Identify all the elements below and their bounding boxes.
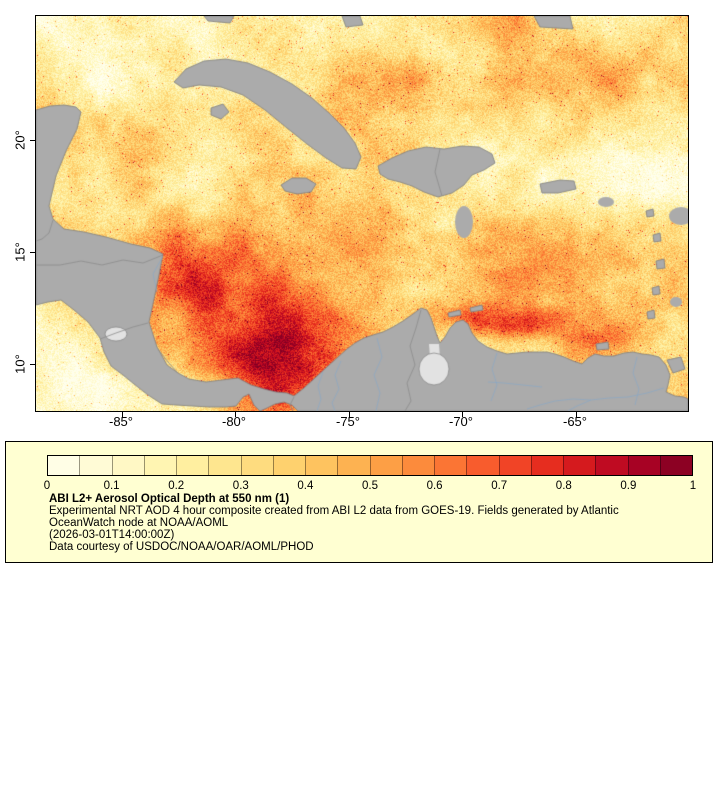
- colorbar-tick-label: 0.1: [103, 480, 120, 492]
- legend-description-line2: OceanWatch node at NOAA/AOML: [49, 517, 229, 529]
- map-panel: [30, 15, 689, 417]
- colorbar-chip: [272, 456, 305, 475]
- colorbar-chip: [466, 456, 499, 475]
- colorbar-tick-label: 0.4: [297, 480, 314, 492]
- colorbar: [47, 455, 693, 476]
- colorbar-chip: [79, 456, 112, 475]
- colorbar-tick-label: 0: [43, 480, 51, 492]
- legend-title: ABI L2+ Aerosol Optical Depth at 550 nm …: [49, 493, 290, 505]
- colorbar-chip: [659, 456, 692, 475]
- x-tick-label: -80°: [222, 414, 246, 429]
- colorbar-tick-label: 0.7: [491, 480, 508, 492]
- colorbar-chip: [498, 456, 531, 475]
- colorbar-chip: [530, 456, 563, 475]
- y-tick-label: 20°: [12, 130, 28, 150]
- y-axis-tick: [30, 252, 36, 253]
- legend-box: 0 0.1 0.2 0.3 0.4 0.5 0.6 0.7 0.8 0.9 1 …: [5, 441, 713, 563]
- y-tick-label: 15°: [12, 242, 28, 262]
- legend-description-line1: Experimental NRT AOD 4 hour composite cr…: [49, 505, 619, 517]
- colorbar-chip: [208, 456, 241, 475]
- x-axis-tick: [462, 411, 463, 417]
- colorbar-tick-label: 0.3: [232, 480, 249, 492]
- colorbar-chip: [401, 456, 434, 475]
- colorbar-tick-label: 0.8: [555, 480, 572, 492]
- colorbar-chip: [337, 456, 370, 475]
- colorbar-tick-label: 0.6: [426, 480, 443, 492]
- x-tick-label: -85°: [109, 414, 133, 429]
- x-axis-tick: [122, 411, 123, 417]
- x-tick-label: -65°: [563, 414, 587, 429]
- legend-credit: Data courtesy of USDOC/NOAA/OAR/AOML/PHO…: [49, 541, 314, 553]
- colorbar-tick-label: 1: [689, 480, 697, 492]
- x-axis-tick: [576, 411, 577, 417]
- colorbar-chip: [434, 456, 467, 475]
- colorbar-ticks: 0 0.1 0.2 0.3 0.4 0.5 0.6 0.7 0.8 0.9 1: [43, 480, 697, 493]
- colorbar-tick-label: 0.2: [168, 480, 185, 492]
- y-tick-label: 10°: [12, 354, 28, 374]
- colorbar-tick-label: 0.5: [362, 480, 378, 492]
- colorbar-chip: [595, 456, 628, 475]
- legend-text: ABI L2+ Aerosol Optical Depth at 550 nm …: [49, 493, 704, 553]
- y-axis-tick: [30, 140, 36, 141]
- x-axis-tick: [235, 411, 236, 417]
- colorbar-tick-label: 0.9: [620, 480, 637, 492]
- aod-map-canvas: [36, 16, 688, 411]
- colorbar-chip: [111, 456, 144, 475]
- colorbar-chip: [240, 456, 273, 475]
- colorbar-chip: [627, 456, 660, 475]
- colorbar-chip: [143, 456, 176, 475]
- x-axis-tick: [349, 411, 350, 417]
- legend-timestamp: (2026-03-01T14:00:00Z): [49, 529, 175, 541]
- colorbar-chip: [563, 456, 596, 475]
- colorbar-chip: [48, 456, 80, 475]
- colorbar-chip: [176, 456, 209, 475]
- y-axis-tick: [30, 364, 36, 365]
- x-tick-label: -70°: [449, 414, 473, 429]
- colorbar-chip: [305, 456, 338, 475]
- colorbar-chip: [369, 456, 402, 475]
- x-tick-label: -75°: [336, 414, 360, 429]
